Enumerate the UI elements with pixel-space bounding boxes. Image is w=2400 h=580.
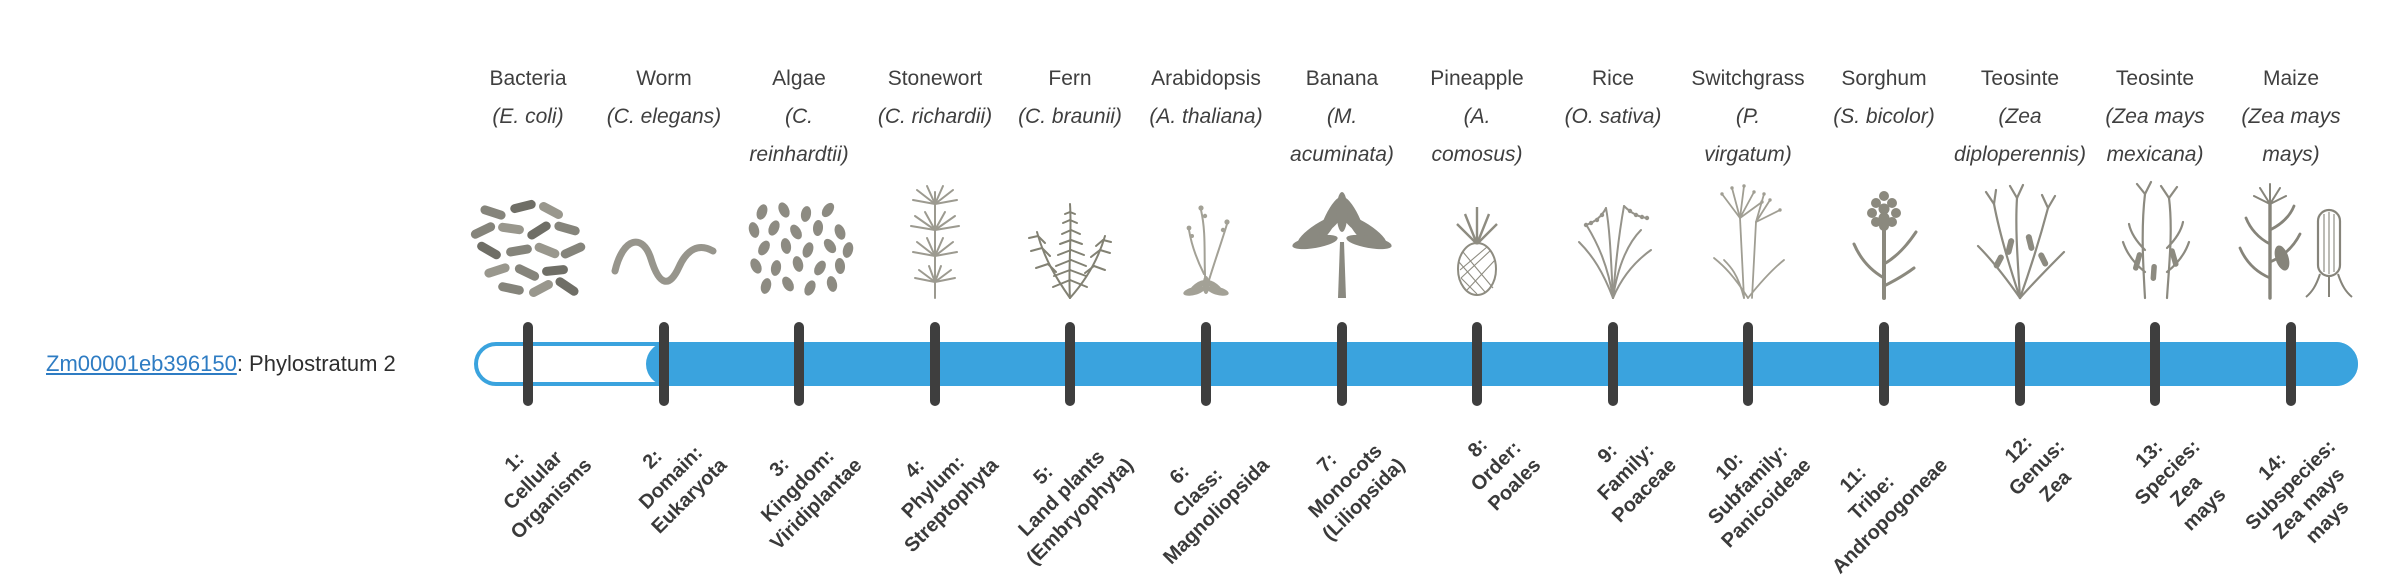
organism-common-name: Worm <box>636 67 692 90</box>
organism-scientific-name: (C. richardii) <box>877 104 993 128</box>
arabidopsis-icon <box>1111 172 1301 300</box>
stratum-tick-7 <box>1337 322 1347 406</box>
stratum-label-6: 6: Class: Magnoliopsida <box>1159 454 1274 569</box>
organism-scientific-name: (C. reinhardtii) <box>749 104 849 166</box>
stratum-tick-8 <box>1472 322 1482 406</box>
fern-icon <box>975 172 1165 300</box>
stratum-label-13: 13: Species: Zea mays <box>2130 435 2231 536</box>
stratum-tick-9 <box>1608 322 1618 406</box>
organism-column-switchgrass: Switchgrass (P. virgatum) <box>1653 60 1843 173</box>
worm-icon <box>569 172 759 300</box>
organism-column-sorghum: Sorghum (S. bicolor) <box>1789 60 1979 136</box>
organism-column-algae: Algae (C. reinhardtii) <box>704 60 894 173</box>
teosinte-diploperennis-icon <box>1925 172 2115 300</box>
organism-common-name: Teosinte <box>1980 67 2060 90</box>
stratum-label-10: 10: Subfamily: Panicoideae <box>1704 440 1816 553</box>
sorghum-icon <box>1789 172 1979 300</box>
organism-common-name: Algae <box>772 67 826 90</box>
organism-scientific-name: (P. virgatum) <box>1704 104 1792 166</box>
organism-scientific-name: (Zea diploperennis) <box>1954 104 2086 166</box>
organism-scientific-name: (Zea mays mays) <box>2241 104 2341 166</box>
stratum-tick-1 <box>523 322 533 406</box>
stratum-label-12: 12: Genus: Zea <box>2000 431 2076 507</box>
stratum-label-9: 9: Family: Poaceae <box>1593 439 1681 528</box>
organism-common-name: Fern <box>1048 67 1092 90</box>
stratum-label-1: 1: Cellular Organisms <box>498 446 596 544</box>
organism-column-teosinte-m: Teosinte (Zea mays mexicana) <box>2060 60 2250 173</box>
organism-scientific-name: (A. comosus) <box>1431 104 1523 166</box>
organism-scientific-name: (Zea mays mexicana) <box>2105 104 2205 166</box>
gene-phylostratum-text: : Phylostratum 2 <box>236 351 396 376</box>
stratum-tick-11 <box>1879 322 1889 406</box>
organism-column-banana: Banana (M. acuminata) <box>1247 60 1437 173</box>
stratum-label-3: 3: Kingdom: Viridiplantae <box>757 445 867 555</box>
stratum-tick-14 <box>2286 322 2296 406</box>
organism-common-name: Teosinte <box>2115 67 2195 90</box>
organism-column-worm: Worm (C. elegans) <box>569 60 759 136</box>
organism-common-name: Arabidopsis <box>1151 67 1261 90</box>
organism-scientific-name: (S. bicolor) <box>1833 104 1935 128</box>
stratum-tick-12 <box>2015 322 2025 406</box>
organism-column-teosinte-d: Teosinte (Zea diploperennis) <box>1925 60 2115 173</box>
organism-scientific-name: (C. braunii) <box>1018 104 1122 128</box>
organism-column-arabidopsis: Arabidopsis (A. thaliana) <box>1111 60 1301 136</box>
organism-scientific-name: (M. acuminata) <box>1290 104 1394 166</box>
organism-column-fern: Fern (C. braunii) <box>975 60 1165 136</box>
teosinte-mexicana-icon <box>2060 172 2250 300</box>
organism-common-name: Bacteria <box>489 67 567 90</box>
phylostratum-bar-fill <box>646 342 2358 386</box>
gene-label: Zm00001eb396150: Phylostratum 2 <box>46 351 396 377</box>
rice-icon <box>1518 172 1708 300</box>
maize-icon <box>2196 172 2386 300</box>
organism-scientific-name: (O. sativa) <box>1564 104 1662 128</box>
stratum-tick-10 <box>1743 322 1753 406</box>
stratum-tick-2 <box>659 322 669 406</box>
organism-column-stonewort: Stonewort (C. richardii) <box>840 60 1030 136</box>
organism-scientific-name: (E. coli) <box>492 104 564 128</box>
stratum-tick-5 <box>1065 322 1075 406</box>
bacteria-icon <box>433 172 623 300</box>
stratum-tick-13 <box>2150 322 2160 406</box>
stratum-tick-4 <box>930 322 940 406</box>
stratum-label-14: 14: Subspecies: Zea mays mays <box>2241 435 2354 548</box>
stratum-tick-6 <box>1201 322 1211 406</box>
stratum-label-8: 8: Order: Poales <box>1463 433 1545 516</box>
organism-common-name: Stonewort <box>887 67 983 90</box>
organism-column-pineapple: Pineapple (A. comosus) <box>1382 60 1572 173</box>
switchgrass-icon <box>1653 172 1843 300</box>
banana-icon <box>1247 172 1437 300</box>
organism-column-bacteria: Bacteria (E. coli) <box>433 60 623 136</box>
gene-id-link[interactable]: Zm00001eb396150 <box>46 351 237 376</box>
organism-common-name: Sorghum <box>1841 67 1927 90</box>
stratum-label-5: 5: Land plants (Embryophyta) <box>1014 446 1138 570</box>
organism-common-name: Pineapple <box>1430 67 1524 90</box>
organism-common-name: Rice <box>1591 67 1634 90</box>
stratum-label-4: 4: Phylum: Streptophyta <box>897 451 1003 557</box>
organism-scientific-name: (C. elegans) <box>606 104 722 128</box>
pineapple-icon <box>1382 172 1572 300</box>
organism-common-name: Banana <box>1305 67 1379 90</box>
stratum-label-11: 11: Tribe: Andropogoneae <box>1827 454 1952 579</box>
organism-scientific-name: (A. thaliana) <box>1149 104 1263 128</box>
stratum-label-7: 7: Monocots (Liliopsida) <box>1304 440 1410 546</box>
algae-icon <box>704 172 894 300</box>
organism-column-maize: Maize (Zea mays mays) <box>2196 60 2386 173</box>
stratum-label-2: 2: Domain: Eukaryota <box>635 441 732 539</box>
organism-common-name: Switchgrass <box>1691 67 1805 90</box>
stratum-tick-3 <box>794 322 804 406</box>
organism-common-name: Maize <box>2262 67 2320 90</box>
stonewort-icon <box>840 172 1030 300</box>
organism-column-rice: Rice (O. sativa) <box>1518 60 1708 136</box>
